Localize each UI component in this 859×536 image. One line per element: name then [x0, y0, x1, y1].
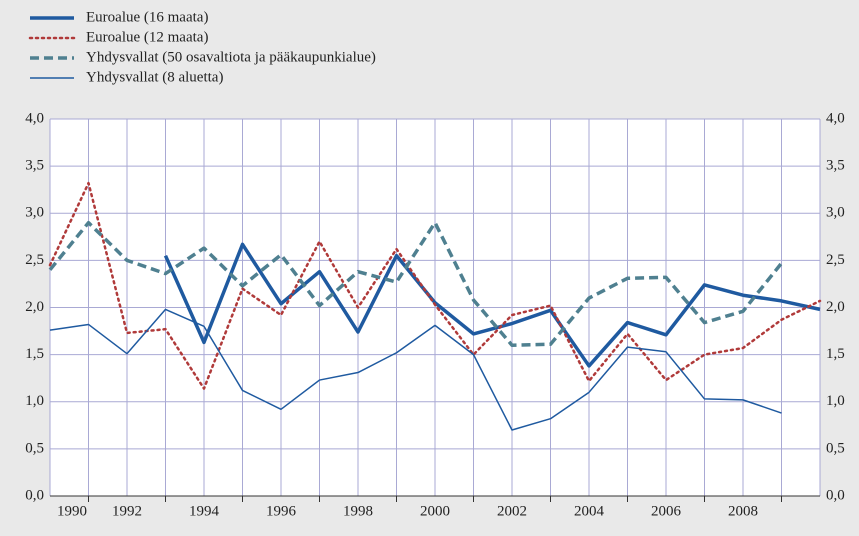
y2-tick-label: 0,0: [826, 487, 845, 503]
y-tick-label: 1,5: [25, 346, 44, 362]
x-tick-label: 2000: [420, 503, 450, 519]
legend-label: Euroalue (16 maata): [86, 9, 208, 25]
y2-tick-label: 1,5: [826, 346, 845, 362]
y-tick-label: 4,0: [25, 110, 44, 126]
y2-tick-label: 3,5: [826, 158, 845, 174]
series-line: [48, 220, 783, 347]
series-line: [48, 181, 822, 390]
x-tick-label: 2006: [651, 503, 682, 519]
legend-label: Euroalue (12 maata): [86, 29, 208, 45]
y-tick-label: 3,5: [25, 158, 44, 174]
y2-tick-label: 2,5: [826, 252, 845, 268]
y-tick-label: 0,0: [25, 487, 44, 503]
x-tick-label: 2002: [497, 503, 527, 519]
y-tick-label: 2,0: [25, 299, 44, 315]
y2-tick-label: 3,0: [826, 205, 845, 221]
y2-tick-label: 1,0: [826, 393, 845, 409]
x-tick-label: 1994: [189, 503, 220, 519]
y-tick-label: 3,0: [25, 205, 44, 221]
y-tick-label: 2,5: [25, 252, 44, 268]
y2-tick-label: 0,5: [826, 440, 845, 456]
series-line: [49, 308, 782, 431]
y-tick-label: 1,0: [25, 393, 44, 409]
x-tick-label: 1990: [57, 503, 87, 519]
legend-label: Yhdysvallat (8 aluetta): [86, 69, 223, 85]
x-tick-label: 1992: [112, 503, 142, 519]
y2-tick-label: 2,0: [826, 299, 845, 315]
x-tick-label: 2008: [728, 503, 758, 519]
x-tick-label: 1998: [343, 503, 373, 519]
x-tick-label: 1996: [266, 503, 297, 519]
y-tick-label: 0,5: [25, 440, 44, 456]
series-line: [163, 242, 821, 368]
legend-label: Yhdysvallat (50 osavaltiota ja pääkaupun…: [86, 49, 376, 65]
x-tick-label: 2004: [574, 503, 605, 519]
y2-tick-label: 4,0: [826, 110, 845, 126]
